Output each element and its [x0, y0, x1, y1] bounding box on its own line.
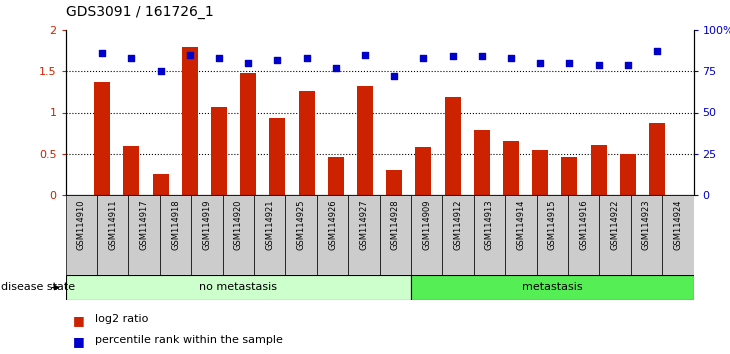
Text: GSM114924: GSM114924 — [673, 199, 683, 250]
Point — [301, 55, 312, 61]
Point — [388, 73, 400, 79]
Bar — [591, 145, 607, 195]
Bar — [474, 130, 490, 195]
Bar — [415, 147, 431, 195]
Bar — [269, 118, 285, 195]
Text: GSM114914: GSM114914 — [516, 199, 526, 250]
Text: log2 ratio: log2 ratio — [95, 314, 148, 324]
Text: GSM114912: GSM114912 — [453, 199, 463, 250]
Point — [242, 60, 254, 66]
Point — [359, 52, 371, 58]
Bar — [317, 195, 348, 275]
Text: GSM114925: GSM114925 — [296, 199, 306, 250]
Text: GSM114919: GSM114919 — [202, 199, 212, 250]
Point — [213, 55, 225, 61]
Bar — [223, 195, 254, 275]
Bar — [631, 195, 662, 275]
Bar — [240, 73, 256, 195]
Text: GSM114915: GSM114915 — [548, 199, 557, 250]
Text: GSM114911: GSM114911 — [108, 199, 118, 250]
Point — [418, 55, 429, 61]
Bar — [380, 195, 411, 275]
Text: GSM114916: GSM114916 — [579, 199, 588, 250]
Bar — [123, 145, 139, 195]
Bar — [561, 157, 577, 195]
Bar — [649, 123, 665, 195]
Bar — [285, 195, 317, 275]
Point — [534, 60, 546, 66]
Text: GSM114923: GSM114923 — [642, 199, 651, 250]
Bar — [160, 195, 191, 275]
Text: metastasis: metastasis — [522, 282, 583, 292]
Text: GSM114910: GSM114910 — [77, 199, 86, 250]
Text: GSM114920: GSM114920 — [234, 199, 243, 250]
Point — [476, 53, 488, 59]
Bar — [568, 195, 599, 275]
Bar — [503, 141, 519, 195]
Bar — [128, 195, 160, 275]
Bar — [97, 195, 128, 275]
Bar — [94, 82, 110, 195]
Text: GSM114928: GSM114928 — [391, 199, 400, 250]
Bar — [182, 46, 198, 195]
Bar — [662, 195, 694, 275]
Bar — [66, 275, 411, 300]
Point — [330, 65, 342, 71]
Text: GSM114921: GSM114921 — [265, 199, 274, 250]
Bar — [537, 195, 568, 275]
Bar — [505, 195, 537, 275]
Bar — [532, 150, 548, 195]
Bar — [599, 195, 631, 275]
Text: disease state: disease state — [1, 282, 76, 292]
Bar — [620, 154, 636, 195]
Text: GSM114917: GSM114917 — [139, 199, 149, 250]
Bar — [445, 97, 461, 195]
Text: GDS3091 / 161726_1: GDS3091 / 161726_1 — [66, 5, 213, 19]
Text: GSM114909: GSM114909 — [422, 199, 431, 250]
Text: GSM114926: GSM114926 — [328, 199, 337, 250]
Point — [564, 60, 575, 66]
Bar — [153, 173, 169, 195]
Text: GSM114922: GSM114922 — [610, 199, 620, 250]
Point — [622, 62, 634, 68]
Text: GSM114918: GSM114918 — [171, 199, 180, 250]
Bar — [348, 195, 380, 275]
Bar — [411, 195, 442, 275]
Bar — [328, 157, 344, 195]
Bar — [66, 195, 97, 275]
Point — [155, 68, 166, 74]
Point — [96, 50, 108, 56]
Text: percentile rank within the sample: percentile rank within the sample — [95, 335, 283, 346]
Bar — [442, 195, 474, 275]
Bar — [254, 195, 285, 275]
Point — [505, 55, 517, 61]
Point — [447, 53, 458, 59]
Bar — [191, 195, 223, 275]
Bar — [474, 195, 505, 275]
Point — [593, 62, 604, 68]
Point — [184, 52, 196, 58]
Bar — [357, 86, 373, 195]
Text: no metastasis: no metastasis — [199, 282, 277, 292]
Point — [651, 48, 663, 54]
Text: ■: ■ — [73, 335, 85, 348]
Bar — [211, 107, 227, 195]
Text: GSM114913: GSM114913 — [485, 199, 494, 250]
Text: ■: ■ — [73, 314, 85, 327]
Point — [126, 55, 137, 61]
Bar — [386, 170, 402, 195]
Point — [272, 57, 283, 63]
Text: GSM114927: GSM114927 — [359, 199, 369, 250]
Bar — [299, 91, 315, 195]
Bar — [411, 275, 694, 300]
